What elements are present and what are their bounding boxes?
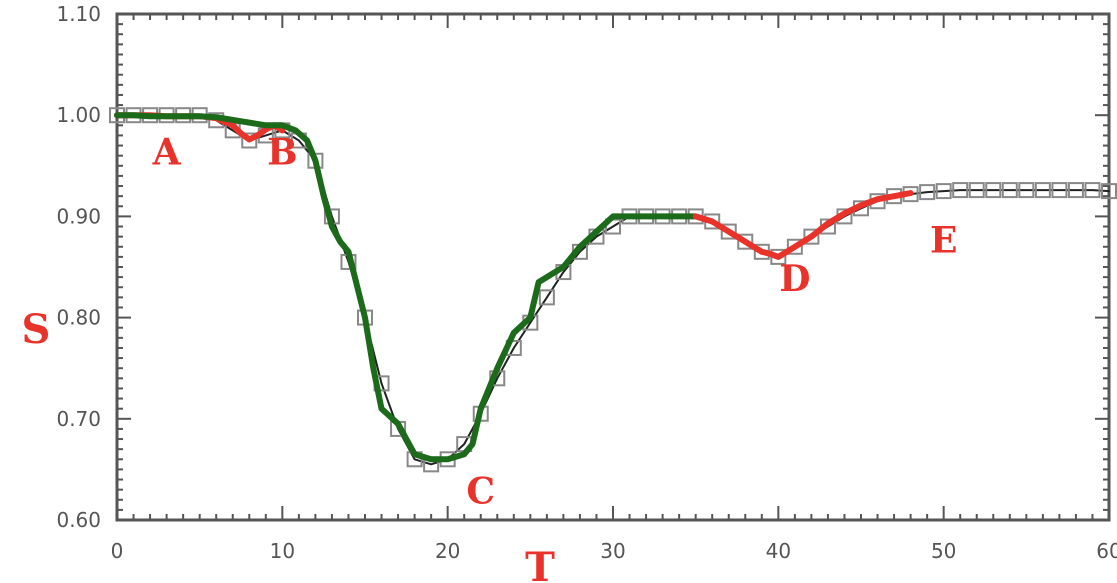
data-point <box>1034 182 1051 199</box>
annotation-label: B <box>267 132 297 174</box>
annotations: A B C D E <box>152 132 958 513</box>
tick-labels: 0 10 20 30 40 50 60 0.60 0.70 0.80 0.90 1.00 1.10 <box>56 2 1117 563</box>
data-point <box>1001 182 1018 199</box>
data-point <box>985 182 1002 199</box>
data-point <box>1084 182 1101 199</box>
y-tick-label: 0.90 <box>56 204 101 228</box>
series-line <box>692 190 914 260</box>
series-3 <box>692 190 914 260</box>
annotation-label: E <box>930 220 957 262</box>
y-tick-label: 1.00 <box>56 103 101 127</box>
data-point <box>1051 182 1068 199</box>
data-point <box>1018 182 1035 199</box>
data-point <box>1101 183 1117 200</box>
x-tick-label: 40 <box>766 539 791 563</box>
data-point <box>919 184 936 201</box>
data-point <box>538 289 555 306</box>
data-point <box>803 228 820 245</box>
x-tick-label: 60 <box>1096 539 1117 563</box>
x-tick-label: 20 <box>435 539 460 563</box>
data-point <box>952 182 969 199</box>
annotation-label: A <box>152 132 182 174</box>
plot-frame <box>115 12 1111 522</box>
x-tick-label: 10 <box>270 539 295 563</box>
y-tick-label: 1.10 <box>56 2 101 26</box>
x-tick-label: 0 <box>111 539 124 563</box>
series-0 <box>109 107 1117 473</box>
data-point <box>720 223 737 240</box>
y-tick-label: 0.80 <box>56 306 101 330</box>
data-point <box>935 183 952 200</box>
data-point <box>737 233 754 250</box>
series-line <box>116 114 1110 466</box>
data-point <box>1067 182 1084 199</box>
x-tick-label: 30 <box>600 539 625 563</box>
annotation-label: D <box>779 258 810 300</box>
data-point <box>241 132 258 149</box>
x-axis-title: T <box>525 544 555 583</box>
y-axis-title: S <box>22 306 51 353</box>
y-tick-label: 0.70 <box>56 407 101 431</box>
data-point <box>968 182 985 199</box>
series-line <box>114 112 699 463</box>
x-tick-label: 50 <box>931 539 956 563</box>
data-point <box>786 238 803 255</box>
y-tick-label: 0.60 <box>56 508 101 532</box>
series-layer <box>109 107 1117 473</box>
series-2 <box>114 112 699 463</box>
ticks <box>116 13 1110 521</box>
annotation-label: C <box>466 471 495 513</box>
